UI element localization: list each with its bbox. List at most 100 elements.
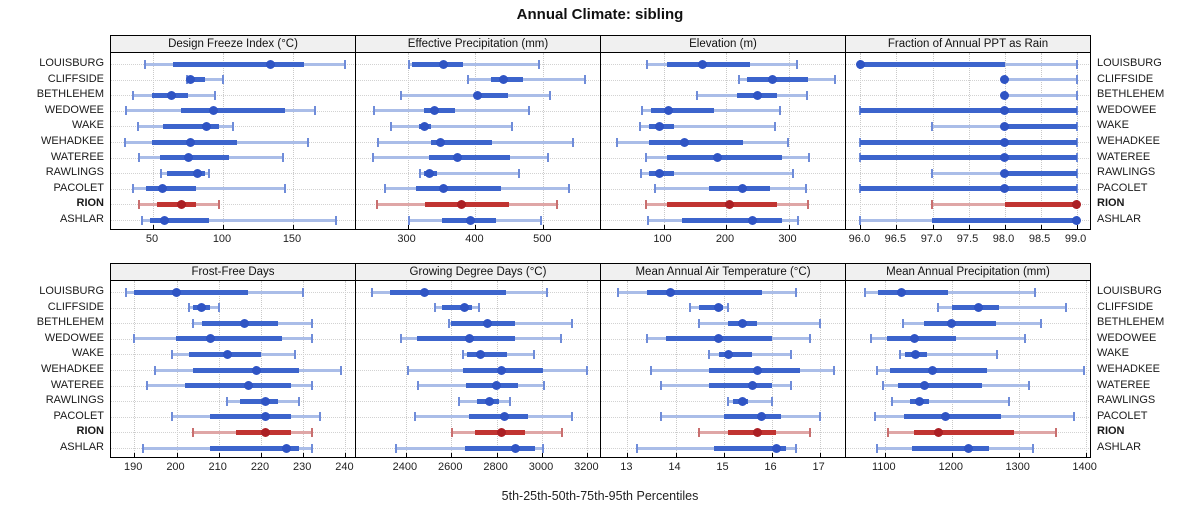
whisker-cap-95th bbox=[808, 153, 811, 163]
box-25th-75th bbox=[167, 170, 205, 176]
whisker-cap-5th bbox=[124, 137, 126, 147]
whisker-cap-95th bbox=[537, 59, 540, 69]
median-dot bbox=[757, 412, 767, 422]
median-dot bbox=[933, 427, 943, 437]
plot-area-mean-annual-precipitation-mm bbox=[845, 280, 1091, 458]
median-dot bbox=[176, 199, 186, 209]
whisker-cap-95th bbox=[808, 334, 811, 344]
median-dot bbox=[159, 215, 169, 225]
plot-area-fraction-of-annual-ppt-as-rain bbox=[845, 52, 1091, 230]
median-dot bbox=[456, 199, 466, 209]
box-25th-75th bbox=[474, 92, 508, 98]
whisker-cap-5th bbox=[640, 168, 642, 178]
whisker-cap-95th bbox=[307, 137, 310, 147]
box-25th-75th bbox=[713, 445, 786, 451]
whisker-5th-95th bbox=[892, 399, 1010, 403]
whisker-cap-95th bbox=[282, 153, 285, 163]
median-dot bbox=[1000, 153, 1010, 163]
median-dot bbox=[738, 318, 748, 328]
median-dot bbox=[915, 396, 925, 406]
whisker-cap-5th bbox=[372, 106, 375, 116]
whisker-cap-95th bbox=[231, 121, 234, 131]
whisker-cap-95th bbox=[996, 349, 999, 359]
box-25th-75th bbox=[423, 108, 456, 114]
whisker-cap-95th bbox=[1075, 106, 1078, 116]
row-label-left-ashlar: ASHLAR bbox=[59, 441, 104, 453]
row-label-right-wateree: WATEREE bbox=[1097, 378, 1151, 391]
box-25th-75th bbox=[184, 383, 291, 389]
whisker-cap-5th bbox=[873, 412, 876, 422]
row-label-right-louisburg: LOUISBURG bbox=[1097, 57, 1162, 69]
whisker-cap-5th bbox=[646, 215, 649, 225]
row-guide bbox=[846, 79, 1090, 81]
box-25th-75th bbox=[469, 414, 529, 420]
whisker-cap-95th bbox=[547, 153, 550, 163]
box-25th-75th bbox=[466, 383, 519, 389]
median-dot bbox=[222, 349, 232, 359]
tick-mark bbox=[176, 453, 178, 457]
row-label-right-wehadkee: WEHADKEE bbox=[1097, 363, 1160, 375]
median-dot bbox=[193, 168, 203, 178]
whisker-5th-95th bbox=[699, 321, 820, 325]
median-dot bbox=[1000, 90, 1010, 100]
median-dot bbox=[911, 349, 921, 359]
whisker-cap-95th bbox=[834, 75, 837, 85]
box-25th-75th bbox=[718, 351, 753, 357]
median-dot bbox=[472, 90, 482, 100]
tick-mark bbox=[860, 225, 862, 229]
whisker-cap-95th bbox=[786, 137, 789, 147]
box-25th-75th bbox=[442, 305, 472, 311]
whisker-cap-5th bbox=[646, 59, 649, 69]
row-label-right-bethlehem: BETHLEHEM bbox=[1097, 88, 1165, 101]
median-dot bbox=[260, 396, 270, 406]
whisker-cap-95th bbox=[549, 90, 552, 100]
whisker-cap-5th bbox=[417, 381, 420, 391]
box-25th-75th bbox=[210, 445, 299, 451]
median-dot bbox=[243, 381, 253, 391]
gridline bbox=[627, 281, 629, 457]
box-25th-75th bbox=[649, 139, 743, 145]
row-label-right-cliffside: CLIFFSIDE bbox=[1097, 300, 1154, 313]
tick-label: 100 bbox=[212, 233, 232, 245]
whisker-cap-95th bbox=[568, 184, 571, 194]
box-25th-75th bbox=[709, 383, 772, 389]
whisker-cap-95th bbox=[1075, 121, 1078, 131]
whisker-cap-5th bbox=[143, 59, 146, 69]
box-25th-75th bbox=[898, 383, 982, 389]
tick-mark bbox=[303, 453, 305, 457]
panel-header-mean-annual-air-temperature-c: Mean Annual Air Temperature (°C) bbox=[600, 263, 846, 280]
whisker-cap-95th bbox=[789, 349, 792, 359]
whisker-cap-95th bbox=[1075, 184, 1078, 194]
whisker-cap-95th bbox=[283, 184, 286, 194]
median-dot bbox=[747, 215, 757, 225]
box-25th-75th bbox=[134, 289, 249, 295]
whisker-cap-5th bbox=[737, 75, 740, 85]
whisker-5th-95th bbox=[186, 78, 223, 82]
median-dot bbox=[679, 137, 689, 147]
row-label-left-cliffside: CLIFFSIDE bbox=[47, 300, 104, 313]
whisker-cap-95th bbox=[545, 287, 548, 297]
whisker-cap-95th bbox=[1082, 365, 1085, 375]
panel-title: Mean Annual Precipitation (mm) bbox=[886, 266, 1050, 278]
tick-label: 150 bbox=[282, 233, 302, 245]
whisker-cap-95th bbox=[1027, 381, 1030, 391]
whisker-cap-95th bbox=[1024, 334, 1027, 344]
box-25th-75th bbox=[176, 336, 283, 342]
whisker-cap-5th bbox=[696, 90, 699, 100]
box-25th-75th bbox=[912, 445, 989, 451]
whisker-cap-5th bbox=[931, 121, 934, 131]
whisker-cap-95th bbox=[1075, 75, 1078, 85]
whisker-cap-5th bbox=[870, 334, 873, 344]
median-dot bbox=[464, 334, 474, 344]
whisker-cap-95th bbox=[542, 443, 545, 453]
whisker-cap-95th bbox=[818, 318, 821, 328]
whisker-cap-95th bbox=[1008, 396, 1011, 406]
tick-label: 97.0 bbox=[920, 233, 943, 245]
whisker-cap-5th bbox=[141, 443, 144, 453]
tick-label: 98.0 bbox=[992, 233, 1015, 245]
whisker-cap-95th bbox=[584, 75, 587, 85]
row-label-left-pacolet: PACOLET bbox=[53, 409, 104, 422]
whisker-5th-95th bbox=[1004, 93, 1077, 97]
whisker-cap-5th bbox=[133, 334, 136, 344]
